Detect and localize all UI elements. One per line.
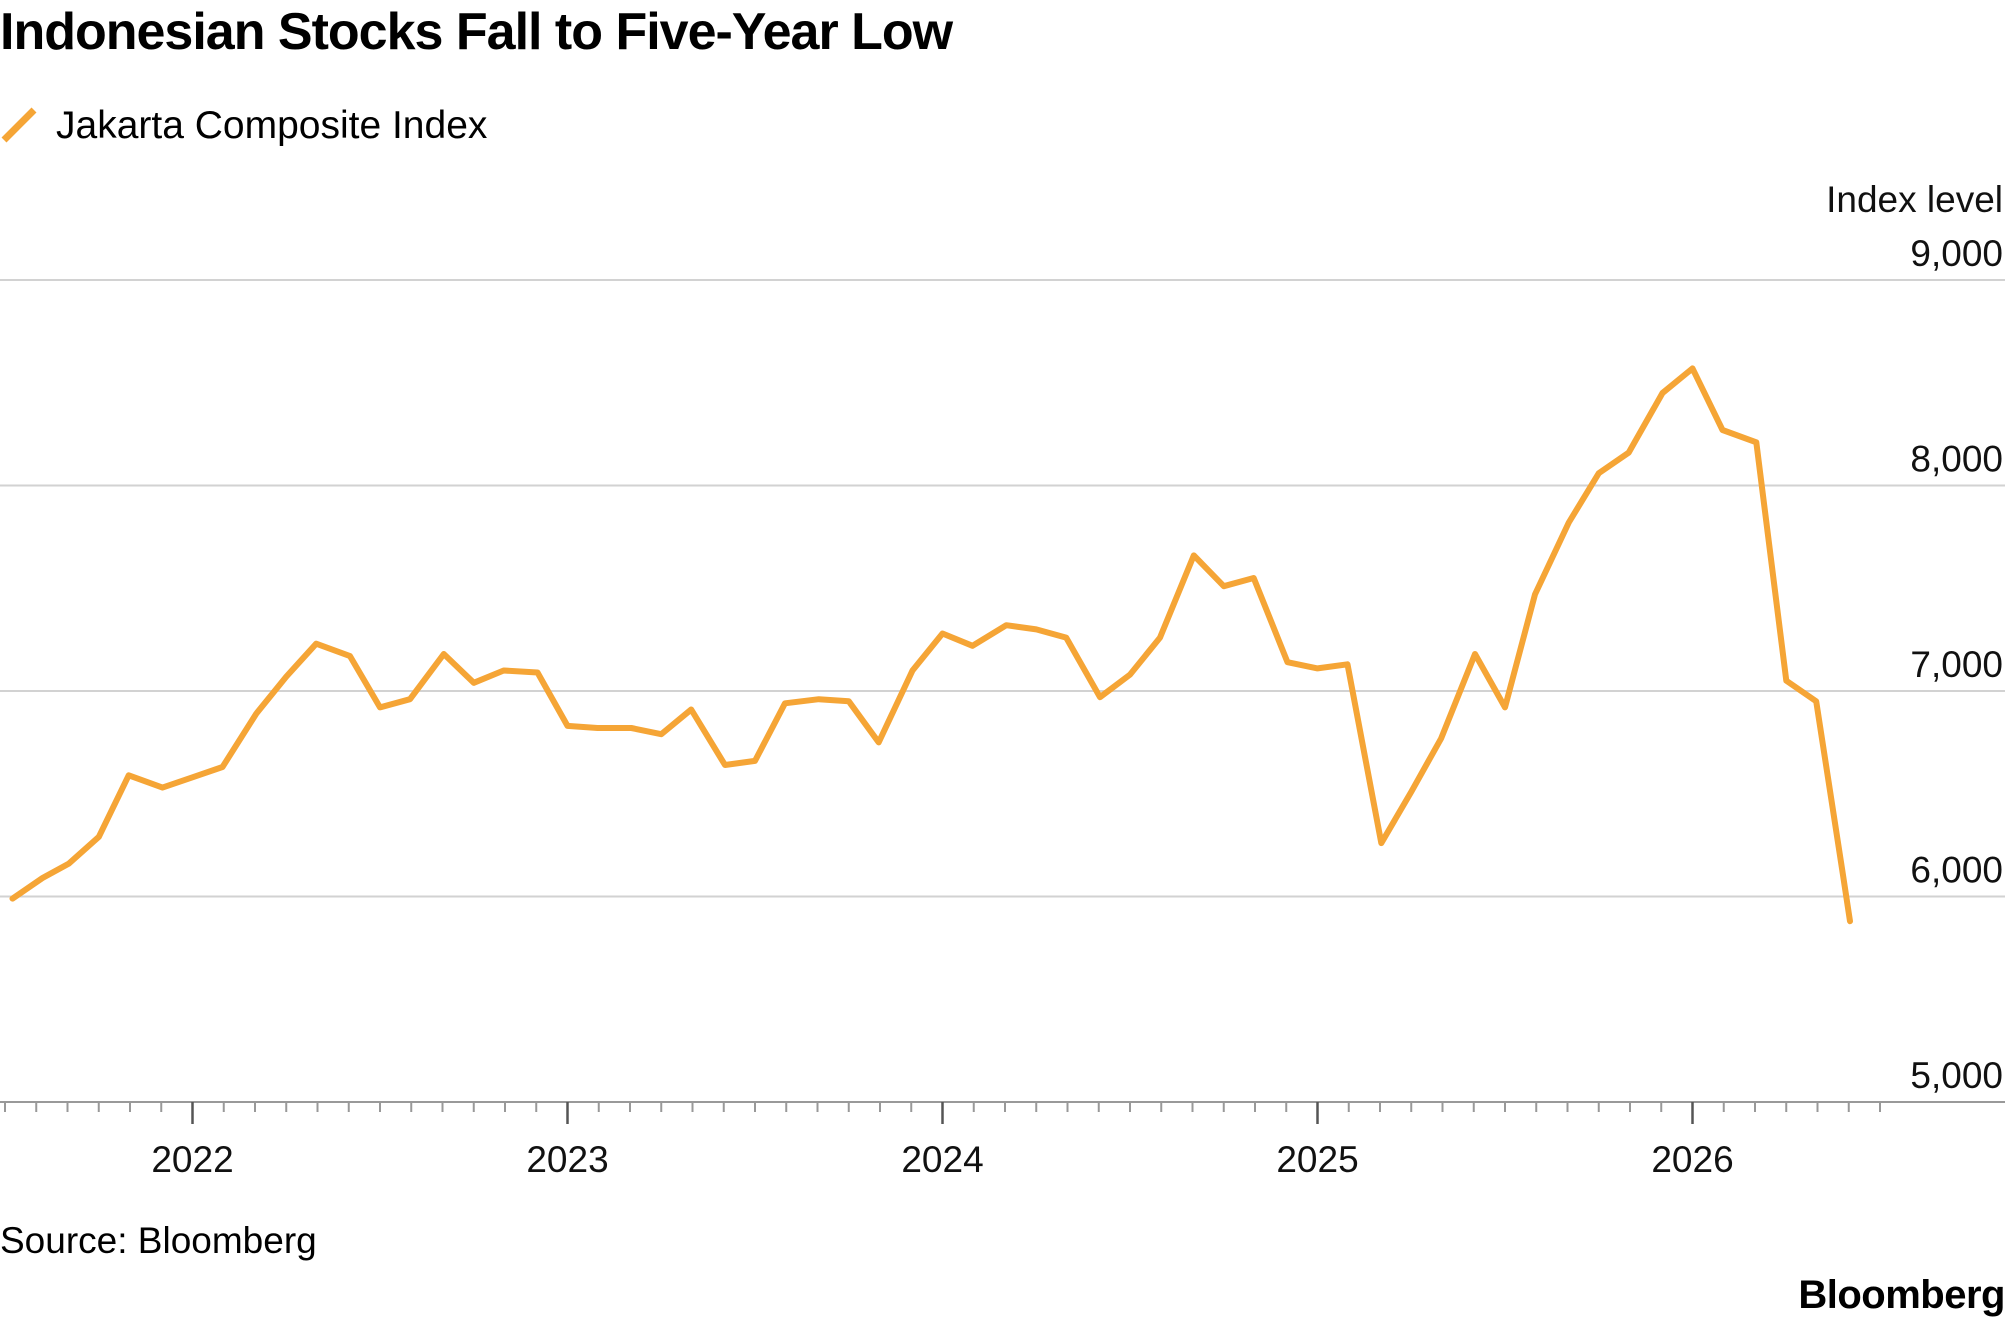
bloomberg-logo: Bloomberg (1798, 1273, 2005, 1317)
y-axis: 5,000 6,000 7,000 8,000 9,000 Index level (1826, 179, 2003, 1096)
series-layer (9, 365, 1853, 925)
legend: Jakarta Composite Index (0, 96, 487, 156)
grid-lines (0, 279, 2005, 1103)
y-tick-label: 5,000 (1910, 1055, 2003, 1096)
y-tick-label: 7,000 (1910, 644, 2003, 685)
x-tick-label: 2023 (526, 1139, 608, 1180)
y-tick-label: 8,000 (1910, 439, 2003, 480)
x-tick-label: 2024 (901, 1139, 983, 1180)
legend-label: Jakarta Composite Index (56, 104, 488, 147)
series-line-jakarta-composite-index (9, 365, 1853, 925)
source-note: Source: Bloomberg (0, 1220, 317, 1261)
x-tick-label: 2025 (1276, 1139, 1358, 1180)
legend-swatch-icon (1, 107, 37, 143)
y-tick-label: 9,000 (1910, 233, 2003, 274)
x-tick-label: 2022 (151, 1139, 233, 1180)
chart-title: Indonesian Stocks Fall to Five-Year Low (0, 3, 953, 61)
y-tick-label: 6,000 (1910, 850, 2003, 891)
x-tick-label: 2026 (1651, 1139, 1733, 1180)
x-axis: 2022 2023 2024 2025 2026 (4, 1102, 1881, 1180)
y-axis-title: Index level (1826, 179, 2003, 220)
